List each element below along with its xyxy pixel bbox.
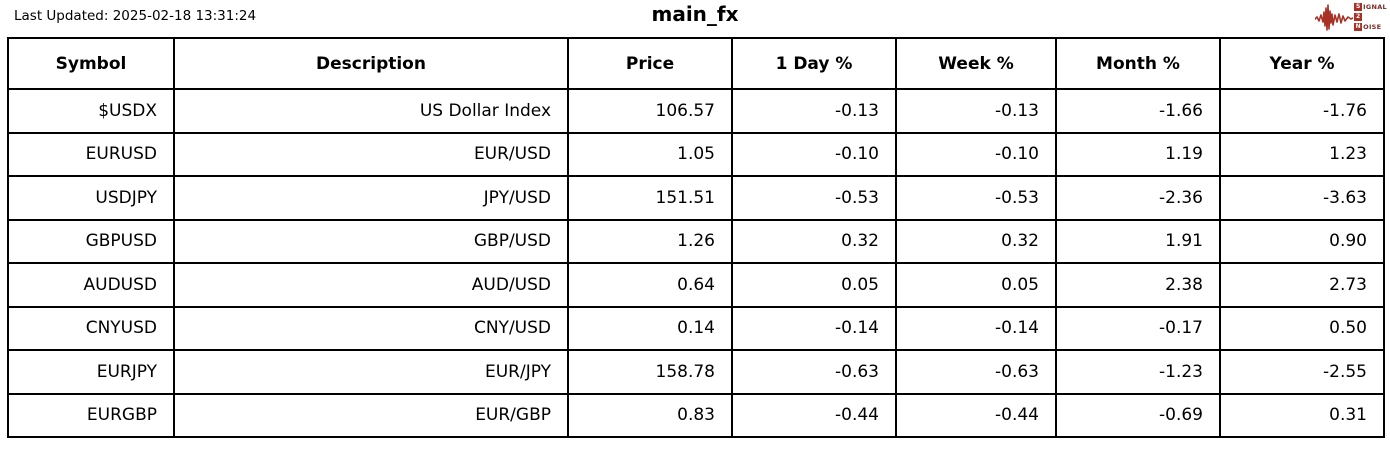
symbol-cell: USDJPY [7, 175, 175, 221]
logo-text-oise: OISE [1363, 23, 1382, 31]
description-cell: EUR/JPY [173, 349, 569, 395]
week-pct-cell: -0.10 [895, 131, 1057, 177]
logo-wordmark: S IGNAL 2 N OISE [1354, 2, 1387, 32]
symbol-cell: EURGBP [7, 392, 175, 438]
day-pct-cell: -0.44 [731, 392, 897, 438]
column-header-symbol: Symbol [7, 37, 175, 90]
year-pct-cell: 0.31 [1219, 392, 1385, 438]
price-cell: 0.83 [567, 392, 733, 438]
column-header-month: Month % [1055, 37, 1221, 90]
day-pct-cell: -0.14 [731, 305, 897, 351]
table-row: GBPUSD GBP/USD 1.26 0.32 0.32 1.91 0.90 [7, 218, 1385, 264]
logo-text-ignal: IGNAL [1363, 3, 1387, 11]
month-pct-cell: 1.19 [1055, 131, 1221, 177]
year-pct-cell: -3.63 [1219, 175, 1385, 221]
week-pct-cell: -0.63 [895, 349, 1057, 395]
price-cell: 0.14 [567, 305, 733, 351]
week-pct-cell: -0.14 [895, 305, 1057, 351]
last-updated-timestamp: Last Updated: 2025-02-18 13:31:24 [14, 8, 257, 24]
day-pct-cell: 0.32 [731, 218, 897, 264]
description-cell: CNY/USD [173, 305, 569, 351]
waveform-icon [1315, 2, 1354, 32]
price-cell: 151.51 [567, 175, 733, 221]
column-header-description: Description [173, 37, 569, 90]
logo-letter-n: N [1354, 23, 1363, 31]
month-pct-cell: -0.17 [1055, 305, 1221, 351]
column-header-price: Price [567, 37, 733, 90]
month-pct-cell: -1.66 [1055, 88, 1221, 134]
description-cell: US Dollar Index [173, 88, 569, 134]
month-pct-cell: -0.69 [1055, 392, 1221, 438]
week-pct-cell: -0.13 [895, 88, 1057, 134]
year-pct-cell: -2.55 [1219, 349, 1385, 395]
symbol-cell: AUDUSD [7, 262, 175, 308]
day-pct-cell: -0.53 [731, 175, 897, 221]
week-pct-cell: -0.53 [895, 175, 1057, 221]
year-pct-cell: -1.76 [1219, 88, 1385, 134]
description-cell: JPY/USD [173, 175, 569, 221]
symbol-cell: CNYUSD [7, 305, 175, 351]
table-row: EURGBP EUR/GBP 0.83 -0.44 -0.44 -0.69 0.… [7, 392, 1385, 438]
symbol-cell: EURUSD [7, 131, 175, 177]
year-pct-cell: 0.50 [1219, 305, 1385, 351]
day-pct-cell: -0.10 [731, 131, 897, 177]
symbol-cell: GBPUSD [7, 218, 175, 264]
day-pct-cell: 0.05 [731, 262, 897, 308]
day-pct-cell: -0.13 [731, 88, 897, 134]
description-cell: AUD/USD [173, 262, 569, 308]
symbol-cell: EURJPY [7, 349, 175, 395]
week-pct-cell: -0.44 [895, 392, 1057, 438]
price-cell: 0.64 [567, 262, 733, 308]
description-cell: GBP/USD [173, 218, 569, 264]
week-pct-cell: 0.32 [895, 218, 1057, 264]
table-row: CNYUSD CNY/USD 0.14 -0.14 -0.14 -0.17 0.… [7, 305, 1385, 351]
month-pct-cell: -2.36 [1055, 175, 1221, 221]
price-cell: 106.57 [567, 88, 733, 134]
table-row: EURUSD EUR/USD 1.05 -0.10 -0.10 1.19 1.2… [7, 131, 1385, 177]
price-cell: 1.05 [567, 131, 733, 177]
description-cell: EUR/USD [173, 131, 569, 177]
week-pct-cell: 0.05 [895, 262, 1057, 308]
fx-table: Symbol Description Price 1 Day % Week % … [7, 37, 1385, 438]
page-title: main_fx [651, 2, 739, 26]
month-pct-cell: 2.38 [1055, 262, 1221, 308]
table-row: $USDX US Dollar Index 106.57 -0.13 -0.13… [7, 88, 1385, 134]
table-row: EURJPY EUR/JPY 158.78 -0.63 -0.63 -1.23 … [7, 349, 1385, 395]
table-row: AUDUSD AUD/USD 0.64 0.05 0.05 2.38 2.73 [7, 262, 1385, 308]
logo-letter-s: S [1354, 3, 1363, 11]
price-cell: 1.26 [567, 218, 733, 264]
price-cell: 158.78 [567, 349, 733, 395]
month-pct-cell: 1.91 [1055, 218, 1221, 264]
column-header-year: Year % [1219, 37, 1385, 90]
day-pct-cell: -0.63 [731, 349, 897, 395]
symbol-cell: $USDX [7, 88, 175, 134]
year-pct-cell: 2.73 [1219, 262, 1385, 308]
description-cell: EUR/GBP [173, 392, 569, 438]
table-header-row: Symbol Description Price 1 Day % Week % … [7, 37, 1385, 90]
year-pct-cell: 1.23 [1219, 131, 1385, 177]
year-pct-cell: 0.90 [1219, 218, 1385, 264]
month-pct-cell: -1.23 [1055, 349, 1221, 395]
signal2noise-logo: S IGNAL 2 N OISE [1315, 2, 1387, 32]
column-header-1day: 1 Day % [731, 37, 897, 90]
table-row: USDJPY JPY/USD 151.51 -0.53 -0.53 -2.36 … [7, 175, 1385, 221]
logo-letter-2: 2 [1354, 13, 1363, 21]
column-header-week: Week % [895, 37, 1057, 90]
